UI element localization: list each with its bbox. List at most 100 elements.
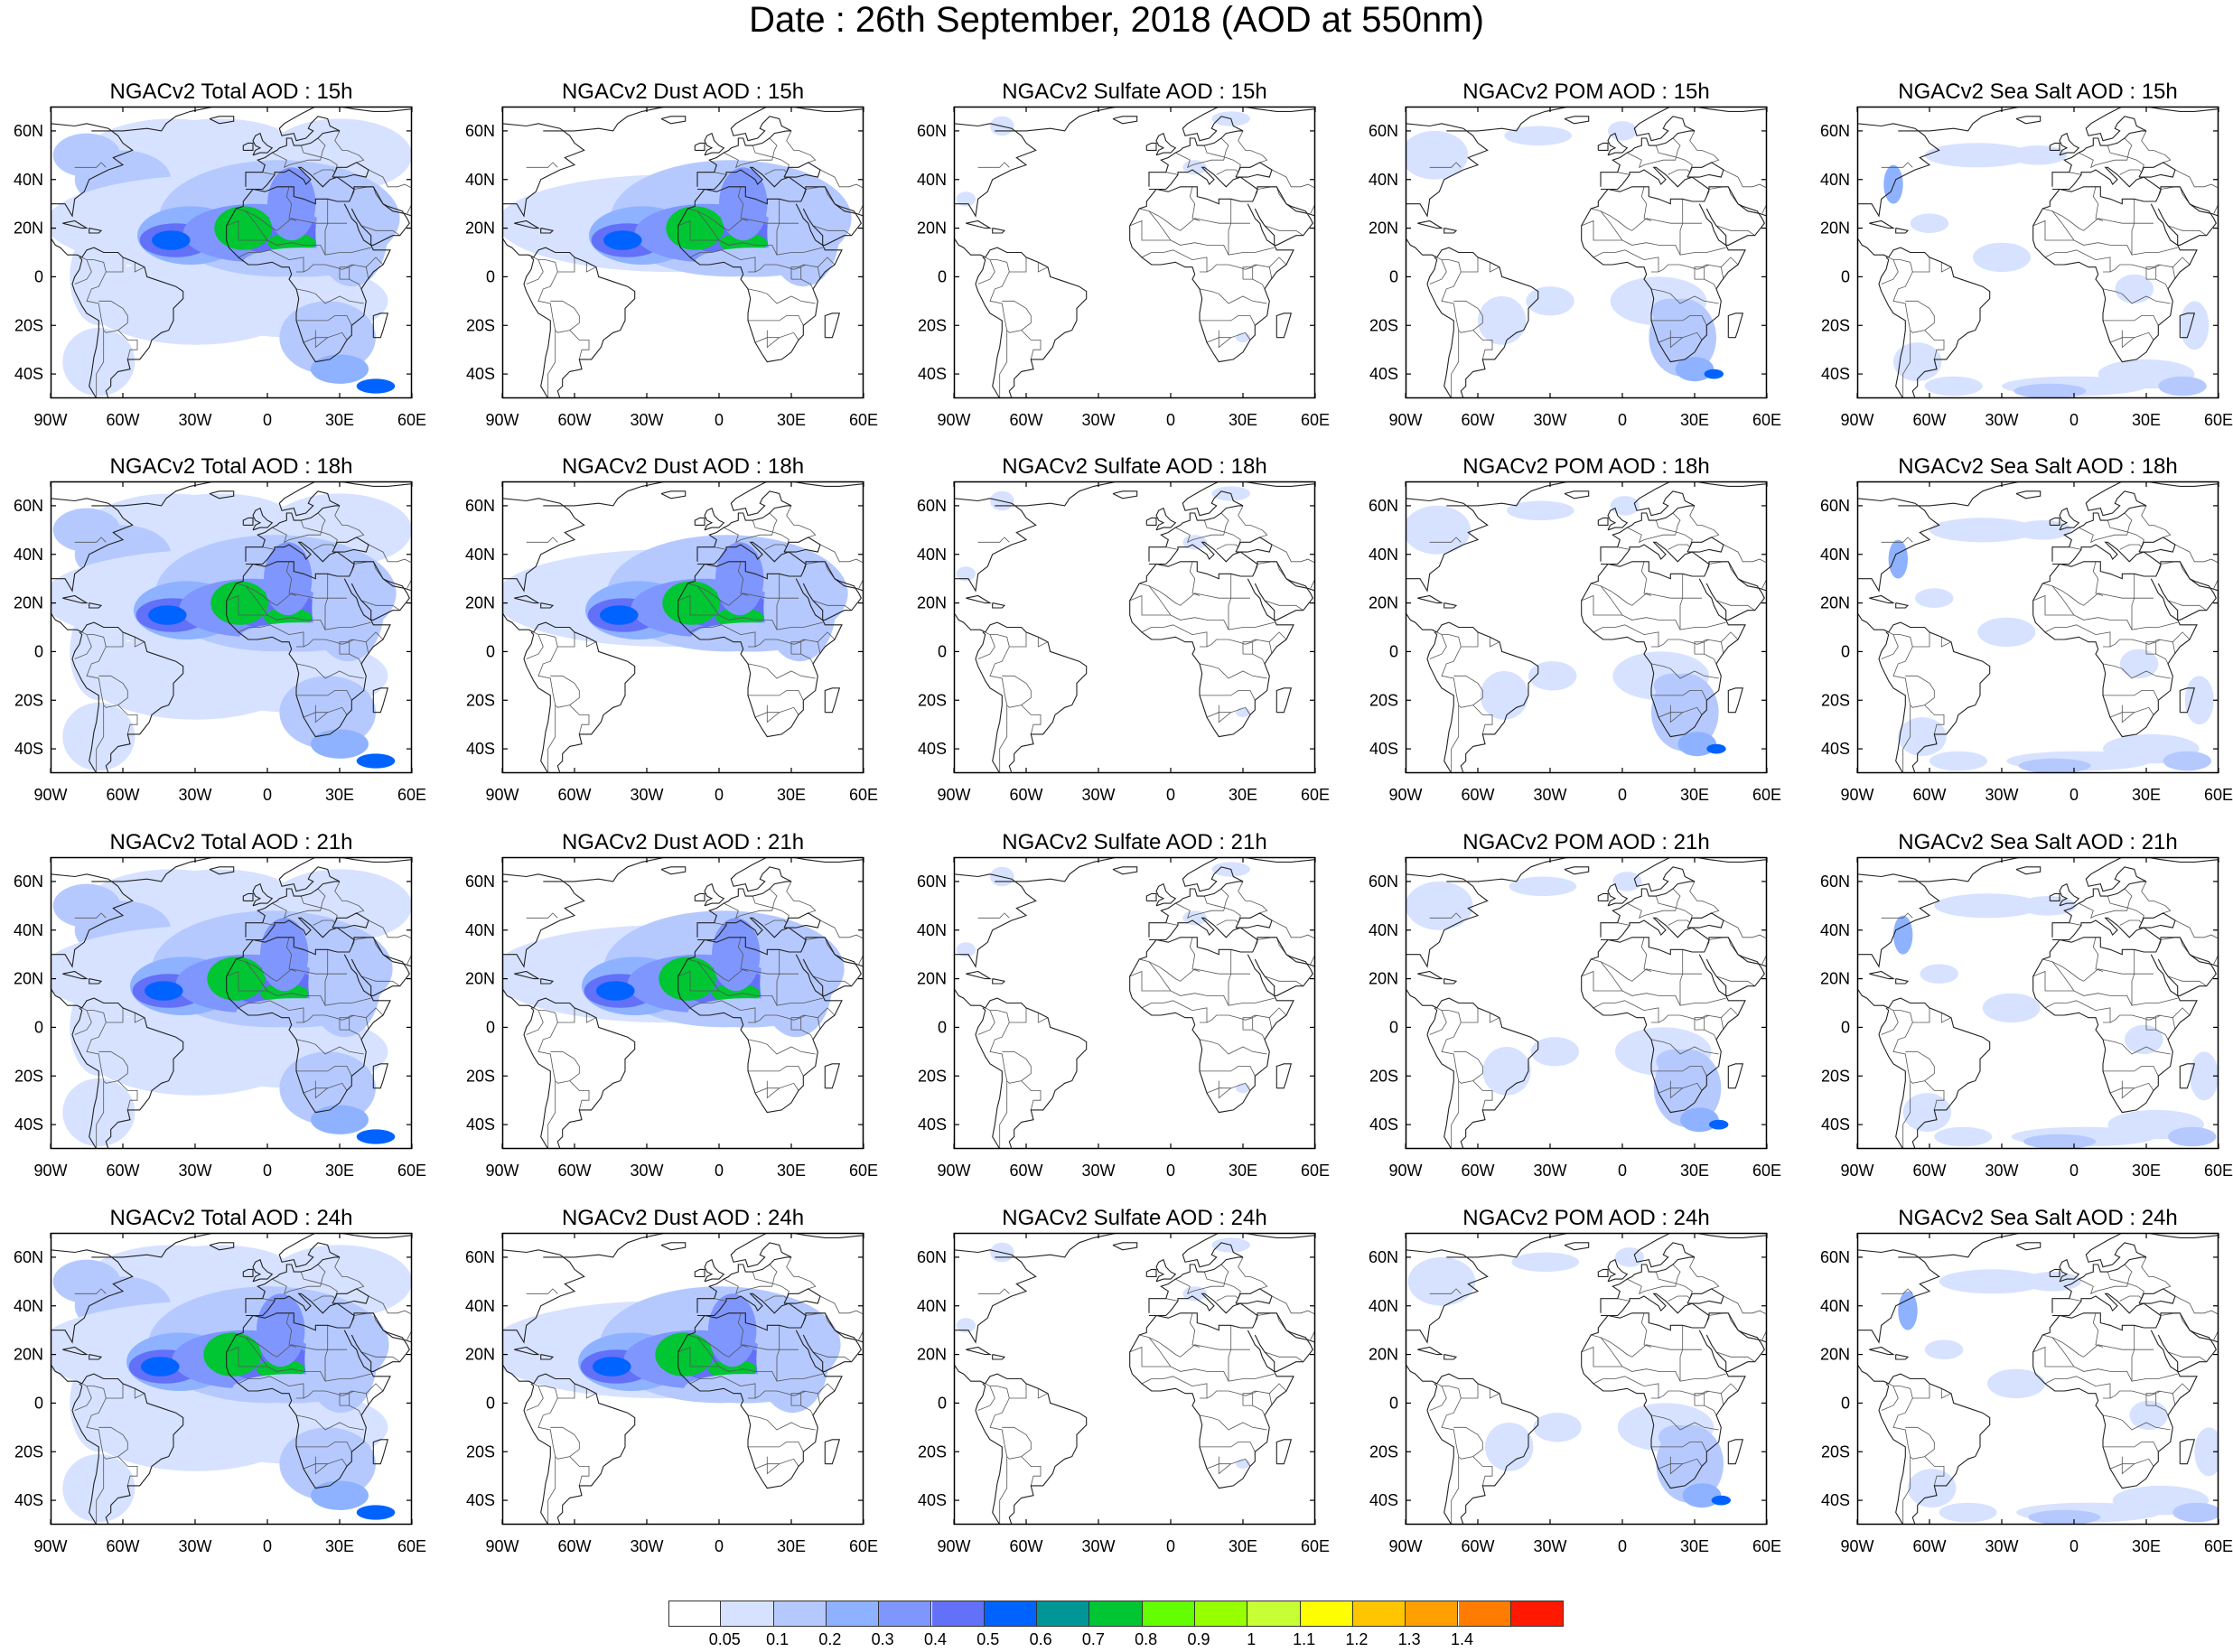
lon-tick-label: 30W <box>1081 1537 1115 1555</box>
country-border <box>1581 1346 1726 1382</box>
country-border <box>2107 145 2144 173</box>
country-border <box>1761 1328 1767 1340</box>
aod-map: 90W 60W 30W 0 30E 60E 60N 40N 20N 0 20S 40S <box>465 106 878 429</box>
map-panel-sea-salt-1: NGACv2 Sea Salt AOD : 18h 90W 60W 30W 0 30E 60… <box>1820 454 2233 816</box>
lon-tick-label: 60W <box>1912 411 1946 429</box>
coastline <box>2051 857 2219 938</box>
coastline <box>382 578 412 592</box>
aod-plume <box>1924 1339 1964 1359</box>
aod-plume <box>2028 1509 2101 1525</box>
country-border <box>2109 706 2154 718</box>
aod-plume <box>1504 126 1572 146</box>
country-border <box>1668 544 1690 550</box>
map-frame <box>501 481 864 774</box>
country-border <box>238 249 304 273</box>
country-border <box>752 519 789 547</box>
country-border <box>1472 330 1493 359</box>
lon-tick-label: 90W <box>485 1162 519 1180</box>
country-border <box>1021 1080 1042 1110</box>
country-border <box>2172 1017 2176 1031</box>
aod-plume <box>2129 1400 2168 1431</box>
aod-plume <box>1608 121 1637 141</box>
country-border <box>340 1029 362 1041</box>
coastline <box>1406 123 1489 218</box>
country-border <box>2032 1346 2178 1382</box>
lon-tick-label: 30W <box>1985 1537 2018 1555</box>
country-border <box>96 1456 105 1525</box>
country-border <box>1009 1007 1027 1023</box>
coastline <box>1878 257 1906 398</box>
country-border <box>1902 1080 1911 1149</box>
aod-plume <box>315 179 388 287</box>
panel-title: NGACv2 Dust AOD : 15h <box>561 79 805 104</box>
country-border <box>117 705 138 734</box>
aod-plume <box>1236 1083 1250 1094</box>
lat-tick-label: 40S <box>1821 1491 1850 1509</box>
country-border <box>1429 259 1447 285</box>
lon-tick-label: 30W <box>1533 786 1566 804</box>
lon-tick-label: 30E <box>2132 411 2161 429</box>
aod-plume <box>1888 539 1908 579</box>
country-border <box>106 257 124 273</box>
country-border <box>1264 225 1303 237</box>
country-border <box>752 145 789 173</box>
country-border <box>1206 639 1253 648</box>
lat-tick-label: 0 <box>486 1394 495 1412</box>
panel-title: NGACv2 Sea Salt AOD : 15h <box>1898 79 2178 104</box>
country-border <box>1165 922 1179 926</box>
country-border <box>340 653 362 665</box>
coastline <box>2179 1063 2196 1089</box>
aod-map: 90W 60W 30W 0 30E 60E 60N 40N 20N 0 20S 40S <box>465 481 878 804</box>
coastline <box>1597 892 1609 901</box>
country-border <box>812 1351 852 1363</box>
colorbar-swatch <box>1089 1601 1143 1627</box>
country-border <box>2042 583 2154 606</box>
coastline <box>1895 1354 1910 1360</box>
coastline <box>2179 1439 2196 1465</box>
aod-plume <box>956 1318 976 1333</box>
country-border <box>1037 1388 1049 1399</box>
country-border <box>585 1388 597 1399</box>
lat-tick-label: 0 <box>1389 267 1398 285</box>
colorbar-label: 0.7 <box>1081 1630 1105 1648</box>
aod-plume <box>2023 1134 2096 1149</box>
country-border <box>2051 1337 2075 1367</box>
country-border <box>528 254 580 333</box>
colorbar-swatch <box>1458 1601 1511 1627</box>
lat-tick-label: 40S <box>918 740 947 758</box>
country-border <box>1881 162 1913 168</box>
country-border <box>526 634 544 659</box>
aod-plume <box>712 983 761 1003</box>
country-border <box>2141 881 2172 914</box>
aod-plume <box>2172 1502 2219 1523</box>
coastline <box>1727 687 1744 714</box>
panel-title: NGACv2 Total AOD : 18h <box>109 454 353 479</box>
country-border <box>262 922 276 926</box>
aod-plume <box>203 1332 262 1377</box>
aod-plume <box>1485 1423 1534 1471</box>
coastline <box>660 490 687 499</box>
country-border <box>2069 172 2082 175</box>
aod-plume <box>1987 1368 2045 1399</box>
country-border <box>2044 624 2111 648</box>
country-border <box>786 1256 817 1290</box>
lon-tick-label: 60E <box>2204 1537 2233 1555</box>
country-border <box>1238 1256 1268 1290</box>
country-border <box>1242 1383 1287 1406</box>
map-frame <box>953 1232 1316 1526</box>
aod-plume <box>52 883 121 928</box>
country-border <box>1695 278 1717 290</box>
country-border <box>977 1386 995 1411</box>
aod-plume <box>666 206 724 250</box>
aod-plume <box>312 554 385 662</box>
lat-tick-label: 20S <box>918 1067 947 1085</box>
lat-tick-label: 40N <box>1369 921 1398 939</box>
lat-tick-label: 60N <box>917 122 947 140</box>
country-border <box>1139 583 1250 606</box>
country-border <box>858 1328 864 1340</box>
lon-tick-label: 0 <box>1166 411 1175 429</box>
country-border <box>980 1004 1032 1084</box>
lon-tick-label: 30W <box>1533 411 1566 429</box>
coastline <box>1275 1063 1293 1089</box>
country-border <box>977 537 1010 543</box>
